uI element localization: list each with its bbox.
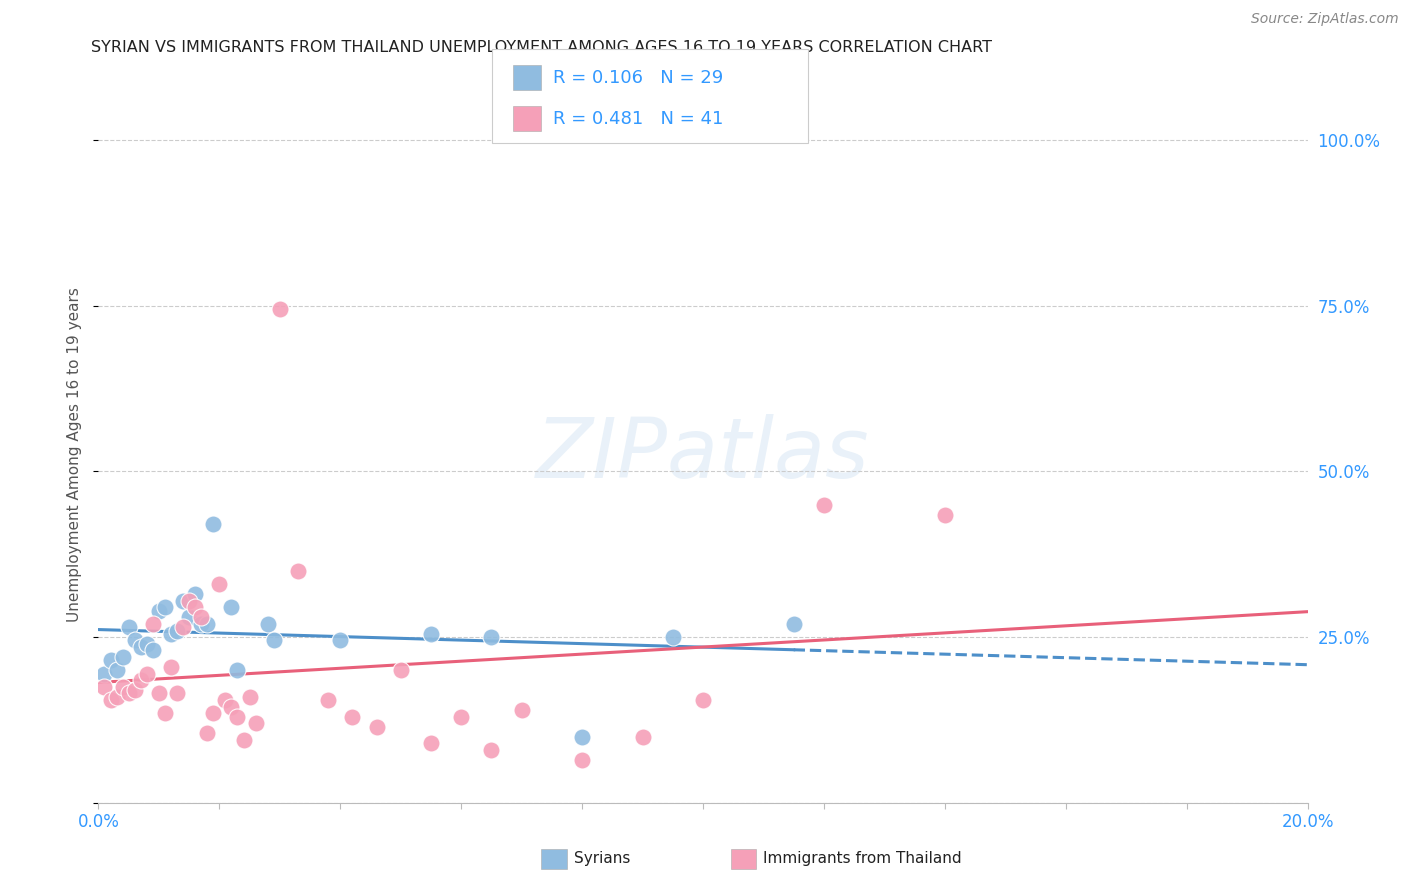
Point	[450, 709, 472, 723]
Point	[232, 732, 254, 747]
Point	[221, 600, 243, 615]
Point	[510, 703, 533, 717]
Point	[105, 663, 128, 677]
Point	[118, 620, 141, 634]
Point	[111, 680, 134, 694]
Point	[148, 686, 170, 700]
Point	[202, 517, 225, 532]
Point	[172, 593, 194, 607]
Point	[214, 693, 236, 707]
Point	[420, 627, 443, 641]
Point	[129, 640, 152, 654]
Point	[692, 693, 714, 707]
Point	[934, 508, 956, 522]
Point	[316, 693, 339, 707]
Point	[129, 673, 152, 688]
Point	[269, 302, 291, 317]
Point	[256, 616, 278, 631]
Point	[93, 680, 115, 694]
Point	[195, 616, 218, 631]
Point	[93, 666, 115, 681]
Point	[239, 690, 262, 704]
Point	[118, 686, 141, 700]
Point	[111, 650, 134, 665]
Point	[571, 730, 593, 744]
Point	[105, 690, 128, 704]
Point	[166, 624, 188, 638]
Point	[389, 663, 412, 677]
Text: R = 0.481   N = 41: R = 0.481 N = 41	[553, 110, 723, 128]
Point	[662, 630, 685, 644]
Point	[124, 683, 146, 698]
Point	[813, 498, 835, 512]
Point	[148, 604, 170, 618]
Point	[160, 660, 183, 674]
Point	[481, 630, 503, 644]
Point	[783, 616, 806, 631]
Point	[142, 616, 165, 631]
Point	[208, 577, 231, 591]
Point	[100, 693, 122, 707]
Point	[166, 686, 188, 700]
Point	[153, 600, 176, 615]
Point	[190, 616, 212, 631]
Point	[226, 663, 249, 677]
Point	[142, 643, 165, 657]
Point	[160, 627, 183, 641]
Point	[190, 610, 212, 624]
Point	[342, 709, 364, 723]
Point	[135, 666, 157, 681]
Point	[420, 736, 443, 750]
Text: Source: ZipAtlas.com: Source: ZipAtlas.com	[1251, 12, 1399, 26]
Point	[184, 587, 207, 601]
Point	[631, 730, 654, 744]
Point	[366, 720, 388, 734]
Point	[179, 593, 201, 607]
Point	[153, 706, 176, 721]
Point	[184, 600, 207, 615]
Text: ZIPatlas: ZIPatlas	[536, 415, 870, 495]
Point	[172, 620, 194, 634]
Point	[135, 637, 157, 651]
Text: R = 0.106   N = 29: R = 0.106 N = 29	[553, 69, 723, 87]
Text: SYRIAN VS IMMIGRANTS FROM THAILAND UNEMPLOYMENT AMONG AGES 16 TO 19 YEARS CORREL: SYRIAN VS IMMIGRANTS FROM THAILAND UNEMP…	[91, 40, 993, 55]
Text: Immigrants from Thailand: Immigrants from Thailand	[763, 852, 962, 866]
Point	[287, 564, 309, 578]
Point	[100, 653, 122, 667]
Point	[481, 743, 503, 757]
Point	[329, 633, 352, 648]
Point	[263, 633, 285, 648]
Point	[226, 709, 249, 723]
Point	[571, 753, 593, 767]
Point	[202, 706, 225, 721]
Text: Syrians: Syrians	[574, 852, 630, 866]
Point	[179, 610, 201, 624]
Point	[195, 726, 218, 740]
Point	[245, 716, 267, 731]
Point	[221, 699, 243, 714]
Y-axis label: Unemployment Among Ages 16 to 19 years: Unemployment Among Ages 16 to 19 years	[67, 287, 83, 623]
Point	[124, 633, 146, 648]
